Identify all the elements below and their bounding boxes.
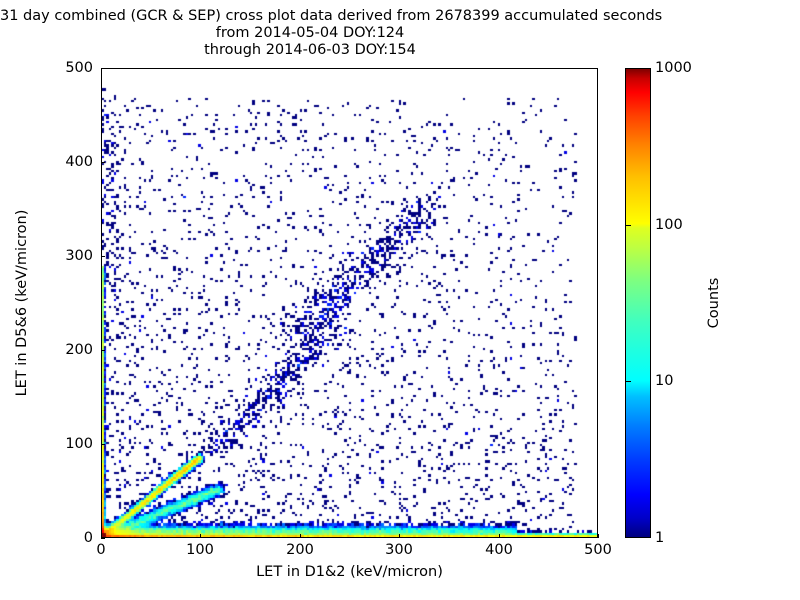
y-tick-label: 200	[65, 342, 93, 358]
colorbar-tick-label: 100	[655, 217, 683, 233]
x-tick-label: 100	[186, 542, 214, 558]
x-tick-label: 400	[485, 542, 513, 558]
colorbar-tick-label: 10	[655, 373, 674, 389]
y-axis-label: LET in D5&6 (keV/micron)	[14, 209, 30, 397]
title-line-1: 31 day combined (GCR & SEP) cross plot d…	[0, 8, 663, 24]
x-tick-label: 300	[385, 542, 413, 558]
x-tick-mark	[499, 534, 500, 538]
y-tick-label: 500	[65, 60, 93, 76]
colorbar-tick-label: 1000	[655, 60, 692, 76]
y-tick-label: 0	[83, 530, 93, 546]
y-tick-mark	[101, 444, 105, 445]
y-tick-mark	[101, 538, 105, 539]
y-tick-label: 300	[65, 248, 93, 264]
x-tick-label: 0	[96, 542, 106, 558]
x-tick-label: 500	[584, 542, 612, 558]
y-tick-mark	[101, 350, 105, 351]
colorbar-gradient	[625, 68, 651, 538]
colorbar-title: Counts	[706, 277, 722, 329]
x-tick-mark	[101, 534, 102, 538]
y-tick-mark	[101, 162, 105, 163]
plot-title: 31 day combined (GCR & SEP) cross plot d…	[0, 8, 663, 59]
x-tick-mark	[200, 534, 201, 538]
colorbar	[625, 68, 651, 538]
plot-axes	[101, 68, 598, 538]
y-tick-label: 100	[65, 436, 93, 452]
y-tick-label: 400	[65, 154, 93, 170]
scatter-heatmap	[102, 69, 597, 537]
x-tick-label: 200	[286, 542, 314, 558]
x-tick-mark	[598, 534, 599, 538]
x-tick-mark	[300, 534, 301, 538]
y-tick-mark	[101, 256, 105, 257]
colorbar-tick-mark	[625, 225, 631, 226]
title-line-2: from 2014-05-04 DOY:124	[215, 25, 405, 41]
x-axis-label: LET in D1&2 (keV/micron)	[256, 564, 443, 580]
colorbar-tick-label: 1	[655, 530, 665, 546]
title-line-3: through 2014-06-03 DOY:154	[204, 42, 416, 58]
y-tick-mark	[101, 68, 105, 69]
x-tick-mark	[399, 534, 400, 538]
colorbar-tick-mark	[625, 381, 631, 382]
